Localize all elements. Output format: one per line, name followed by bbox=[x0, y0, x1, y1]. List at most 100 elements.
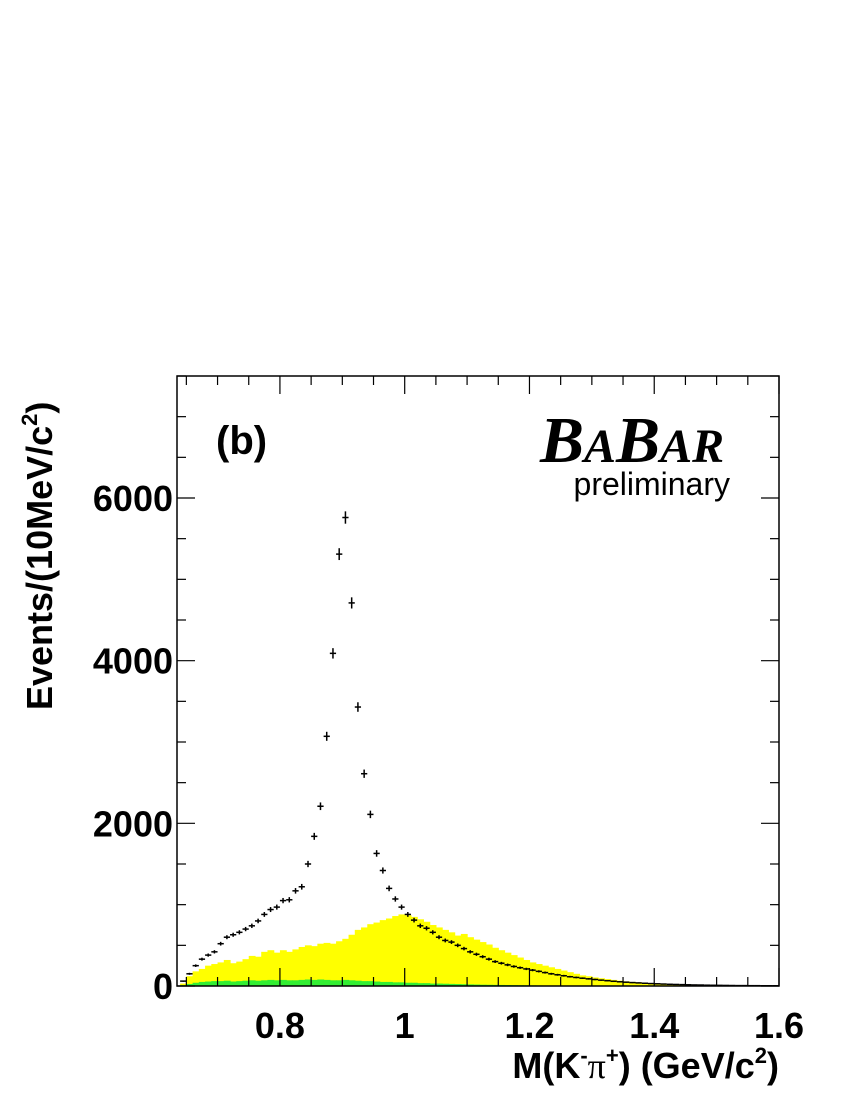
background-yellow-bar bbox=[623, 981, 630, 986]
background-yellow-bar bbox=[261, 951, 269, 986]
background-yellow-bar bbox=[180, 983, 187, 986]
y-tick-label: 4000 bbox=[93, 641, 173, 682]
background-green-bar bbox=[367, 981, 375, 986]
data-point bbox=[442, 938, 449, 943]
data-point bbox=[423, 926, 430, 931]
background-green-bar bbox=[304, 979, 312, 986]
data-point bbox=[479, 955, 486, 959]
background-yellow-bar bbox=[573, 973, 580, 986]
data-point bbox=[348, 597, 355, 609]
data-point bbox=[385, 885, 393, 892]
data-point bbox=[541, 971, 549, 974]
background-yellow-bar bbox=[660, 983, 668, 986]
data-point bbox=[591, 978, 599, 981]
data-point bbox=[286, 897, 293, 903]
background-green-bar bbox=[342, 979, 350, 986]
background-green-bar bbox=[273, 980, 281, 986]
data-point bbox=[523, 967, 530, 971]
background-green-bar bbox=[298, 979, 306, 986]
data-point bbox=[679, 983, 686, 986]
background-yellow-bar bbox=[616, 980, 624, 986]
data-point bbox=[410, 917, 418, 923]
background-yellow-bar bbox=[492, 947, 499, 986]
data-point bbox=[323, 731, 330, 741]
data-point bbox=[535, 970, 542, 973]
data-point bbox=[485, 957, 493, 961]
background-yellow-bar bbox=[485, 944, 493, 986]
data-point bbox=[560, 974, 567, 977]
background-yellow-bar bbox=[610, 979, 618, 986]
data-point bbox=[417, 923, 424, 929]
data-point bbox=[635, 982, 642, 984]
background-green-bar bbox=[236, 981, 244, 986]
y-axis-title: Events/(10MeV/c2) bbox=[17, 402, 60, 710]
background-yellow-bar bbox=[498, 950, 506, 986]
data-point bbox=[510, 965, 517, 968]
data-point bbox=[629, 981, 636, 984]
background-yellow-bar bbox=[286, 951, 294, 986]
data-point bbox=[579, 977, 586, 979]
background-yellow-bar bbox=[323, 942, 331, 986]
background-yellow-bar bbox=[417, 919, 425, 986]
data-point bbox=[317, 802, 324, 811]
background-yellow-bar bbox=[410, 916, 418, 986]
data-point bbox=[205, 953, 212, 957]
background-yellow-bar bbox=[404, 915, 412, 986]
background-yellow-bar bbox=[454, 935, 462, 986]
background-green-bar bbox=[361, 981, 368, 986]
background-yellow-bar bbox=[398, 914, 406, 986]
background-green-bar bbox=[261, 980, 269, 986]
data-point bbox=[585, 978, 592, 980]
data-point bbox=[460, 946, 468, 951]
background-yellow-bar bbox=[535, 964, 543, 986]
data-point bbox=[223, 935, 231, 940]
data-point bbox=[660, 983, 667, 985]
background-green-bar bbox=[267, 979, 275, 986]
data-point bbox=[623, 981, 630, 983]
data-point bbox=[379, 867, 386, 874]
data-point bbox=[192, 964, 199, 967]
background-yellow-bar bbox=[230, 963, 237, 986]
data-point bbox=[429, 930, 436, 935]
background-yellow-bar bbox=[186, 976, 194, 986]
data-point bbox=[292, 888, 299, 894]
data-point bbox=[304, 860, 312, 868]
background-yellow-bar bbox=[579, 975, 587, 986]
data-point bbox=[666, 983, 673, 986]
background-green-bar bbox=[348, 980, 356, 986]
background-green-bar bbox=[460, 984, 468, 986]
axis-ticks bbox=[177, 375, 780, 987]
background-yellow-bar bbox=[336, 941, 343, 986]
background-yellow-bar bbox=[342, 938, 350, 986]
data-point bbox=[573, 976, 580, 979]
background-green-bar bbox=[385, 981, 393, 986]
background-yellow-bar bbox=[279, 950, 287, 986]
preliminary-label: preliminary bbox=[574, 466, 730, 502]
background-green-bar bbox=[311, 979, 318, 986]
background-green-bar bbox=[417, 983, 425, 986]
y-tick-label: 2000 bbox=[93, 803, 173, 844]
background-green-bar bbox=[230, 981, 237, 986]
background-yellow-bar bbox=[254, 956, 262, 986]
background-yellow-bar bbox=[267, 950, 275, 986]
background-green-bar bbox=[242, 980, 250, 986]
background-yellow-histogram bbox=[180, 914, 779, 986]
background-yellow-bar bbox=[298, 946, 306, 986]
background-yellow-bar bbox=[516, 957, 524, 986]
background-yellow-bar bbox=[448, 932, 456, 986]
background-green-bar bbox=[354, 980, 362, 986]
data-point bbox=[211, 950, 218, 954]
background-yellow-bar bbox=[311, 946, 318, 986]
background-yellow-bar bbox=[317, 943, 325, 986]
data-point bbox=[180, 980, 187, 982]
background-yellow-bar bbox=[385, 918, 393, 986]
background-yellow-bar bbox=[435, 927, 443, 986]
background-green-bar bbox=[379, 981, 387, 986]
background-green-bar bbox=[279, 979, 287, 986]
tick-labels: 0.8 1 1.2 1.4 1.6 0 2000 4000 6000 bbox=[93, 478, 804, 1046]
data-point bbox=[554, 973, 561, 976]
data-point bbox=[404, 912, 411, 917]
background-yellow-bar bbox=[429, 925, 437, 986]
x-axis-title: M(K-π+) (GeV/c2) bbox=[512, 1043, 779, 1086]
background-yellow-bar bbox=[373, 922, 381, 986]
